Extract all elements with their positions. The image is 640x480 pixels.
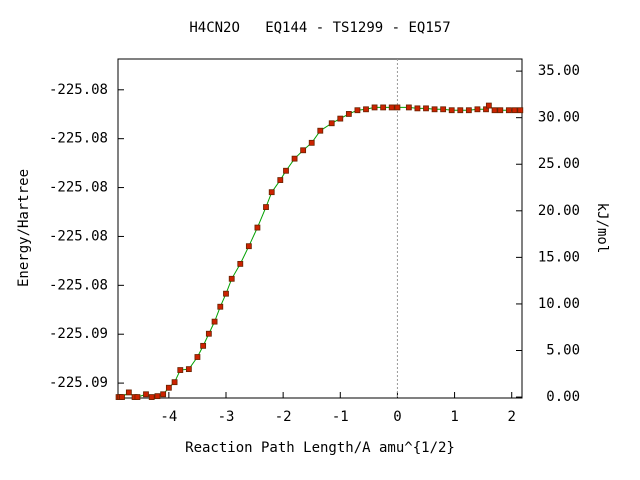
data-point	[517, 107, 524, 114]
data-point	[474, 106, 481, 113]
x-tick-label: 0	[393, 409, 401, 425]
data-point	[171, 379, 178, 386]
data-point	[497, 107, 504, 114]
x-tick-label: -4	[160, 409, 177, 425]
data-point	[177, 367, 184, 373]
data-point	[263, 204, 269, 210]
data-point	[354, 107, 361, 114]
data-point	[448, 107, 455, 114]
data-point	[414, 105, 421, 112]
data-point	[205, 330, 212, 337]
plot-frame	[117, 58, 523, 399]
y-tick-label: -225.08	[49, 228, 108, 244]
x-tick-label: -2	[275, 409, 292, 425]
series-line	[118, 104, 521, 398]
y-tick-label: -225.08	[49, 180, 108, 196]
data-point	[394, 104, 401, 111]
data-point	[363, 106, 369, 113]
y2-tick-label: 25.00	[538, 156, 580, 172]
x-tick-label: 2	[507, 409, 515, 425]
data-point	[200, 342, 207, 349]
data-point	[405, 104, 412, 111]
data-point	[165, 384, 172, 391]
data-point	[431, 106, 438, 113]
data-point	[328, 120, 335, 127]
x-axis-label: Reaction Path Length/A amu^{1/2}	[185, 440, 455, 456]
data-point	[465, 107, 472, 114]
y2-tick-label: 35.00	[538, 63, 580, 79]
data-point	[211, 318, 218, 325]
y-axis-label: Energy/Hartree	[16, 169, 32, 287]
data-point	[237, 260, 244, 267]
data-point	[440, 106, 447, 113]
data-point	[134, 394, 141, 400]
data-point	[268, 189, 275, 196]
data-point	[283, 167, 289, 174]
data-point	[371, 104, 378, 111]
data-point	[160, 391, 167, 398]
x-tick-label: 1	[450, 409, 458, 425]
data-point	[217, 303, 224, 310]
data-point	[485, 102, 492, 109]
data-point	[300, 147, 307, 154]
data-point	[380, 104, 387, 111]
data-point	[457, 107, 464, 114]
y2-tick-label: 30.00	[538, 110, 580, 126]
data-point	[125, 389, 132, 396]
x-tick-label: -3	[218, 409, 235, 425]
data-point	[154, 393, 161, 400]
y2-tick-label: 0.00	[546, 389, 580, 405]
data-point	[511, 107, 518, 114]
data-point	[308, 139, 315, 146]
data-point	[119, 394, 125, 400]
data-point	[143, 391, 149, 398]
data-point	[185, 366, 192, 373]
y2-tick-label: 5.00	[546, 343, 580, 359]
y-tick-label: -225.09	[49, 375, 108, 391]
y2-tick-label: 20.00	[538, 203, 580, 219]
data-point	[505, 107, 512, 114]
data-point	[228, 275, 235, 282]
data-point	[194, 354, 201, 360]
y2-tick-label: 10.00	[538, 296, 580, 312]
x-tick-label: -1	[332, 409, 349, 425]
data-point	[388, 104, 395, 111]
chart-title: H4CN2O EQ144 - TS1299 - EQ157	[189, 20, 450, 36]
data-point	[337, 115, 344, 122]
data-point	[254, 224, 261, 231]
y-tick-label: -225.08	[49, 131, 108, 147]
data-point	[245, 243, 252, 250]
data-point	[291, 155, 298, 162]
data-point	[491, 107, 498, 114]
data-point	[345, 111, 352, 117]
y-tick-label: -225.08	[49, 277, 108, 293]
data-point	[223, 290, 229, 297]
data-point	[148, 394, 155, 400]
data-point	[423, 105, 429, 112]
y-tick-label: -225.09	[49, 326, 108, 342]
data-point	[317, 127, 324, 134]
y2-tick-label: 15.00	[538, 249, 580, 265]
y2-axis-label: kJ/mol	[594, 203, 610, 254]
y-tick-label: -225.08	[49, 82, 108, 98]
data-point	[277, 177, 284, 183]
